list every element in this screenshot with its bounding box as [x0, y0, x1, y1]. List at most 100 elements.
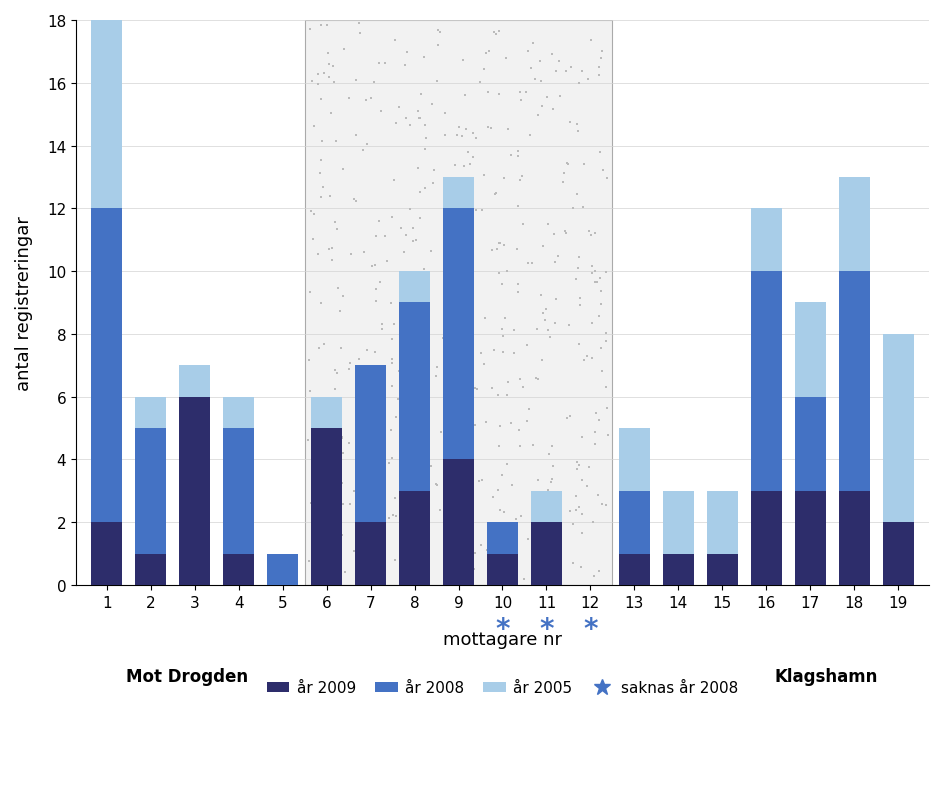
Point — [449, 311, 464, 324]
Point — [598, 327, 614, 340]
Point — [359, 560, 374, 573]
Point — [490, 389, 505, 402]
Point — [469, 383, 484, 396]
Point — [329, 135, 344, 148]
Point — [488, 28, 503, 41]
Point — [563, 410, 578, 423]
Point — [396, 341, 412, 354]
Point — [477, 358, 492, 371]
Point — [440, 374, 455, 387]
Bar — [619, 491, 649, 554]
Point — [539, 303, 554, 316]
Point — [594, 342, 609, 355]
Point — [330, 460, 346, 473]
Point — [599, 401, 615, 414]
Point — [325, 242, 340, 255]
Point — [564, 62, 579, 75]
Point — [571, 78, 586, 91]
Point — [465, 285, 480, 298]
Point — [348, 75, 363, 88]
Point — [495, 323, 510, 336]
Point — [513, 440, 528, 453]
Point — [552, 491, 567, 504]
Point — [489, 243, 504, 256]
Point — [348, 388, 363, 401]
Point — [315, 135, 330, 148]
Point — [335, 164, 350, 177]
Point — [553, 90, 568, 103]
Point — [526, 37, 541, 50]
Point — [483, 122, 498, 135]
Point — [424, 461, 439, 474]
Point — [329, 367, 345, 380]
Point — [417, 143, 432, 156]
Point — [545, 49, 560, 62]
Point — [329, 223, 344, 236]
Point — [429, 479, 444, 492]
Point — [324, 254, 339, 267]
Point — [403, 120, 418, 133]
Point — [461, 491, 476, 504]
Point — [388, 118, 403, 131]
Point — [372, 276, 387, 289]
Point — [458, 89, 473, 102]
Point — [464, 352, 479, 365]
Point — [532, 55, 548, 68]
Point — [412, 295, 427, 308]
Point — [491, 25, 506, 38]
Point — [301, 354, 316, 367]
Point — [397, 59, 413, 72]
Point — [598, 335, 614, 348]
Point — [591, 489, 606, 502]
Point — [480, 122, 496, 135]
Point — [303, 205, 318, 218]
Point — [569, 456, 584, 469]
Point — [351, 18, 366, 31]
Point — [330, 396, 346, 409]
Point — [468, 132, 483, 145]
Point — [413, 88, 429, 101]
Point — [531, 373, 546, 386]
Point — [312, 471, 327, 484]
Point — [545, 514, 560, 527]
Point — [452, 196, 467, 209]
Point — [342, 437, 357, 450]
Point — [334, 477, 349, 490]
Point — [522, 129, 537, 142]
Point — [433, 426, 448, 439]
Point — [396, 488, 412, 501]
Point — [321, 565, 336, 578]
Point — [352, 353, 367, 366]
Point — [521, 533, 536, 546]
Point — [453, 526, 468, 539]
Point — [413, 435, 429, 448]
Point — [521, 403, 536, 416]
Point — [356, 421, 371, 434]
Point — [360, 139, 375, 152]
Point — [311, 248, 326, 261]
Point — [500, 124, 515, 137]
Point — [477, 312, 492, 325]
Point — [384, 357, 399, 370]
Point — [430, 24, 446, 37]
Point — [579, 350, 594, 363]
Point — [391, 393, 406, 406]
Point — [322, 243, 337, 256]
Point — [448, 362, 464, 375]
Point — [304, 446, 319, 459]
Point — [420, 492, 435, 505]
Point — [595, 498, 610, 511]
Point — [528, 74, 543, 87]
Point — [313, 154, 329, 167]
Point — [316, 483, 331, 496]
Point — [303, 286, 318, 299]
Point — [526, 439, 541, 452]
Point — [556, 176, 571, 189]
Point — [561, 320, 576, 333]
Point — [430, 75, 445, 88]
Point — [541, 324, 556, 337]
Point — [466, 563, 481, 576]
Point — [437, 130, 452, 143]
Point — [335, 431, 350, 444]
Point — [575, 508, 590, 521]
